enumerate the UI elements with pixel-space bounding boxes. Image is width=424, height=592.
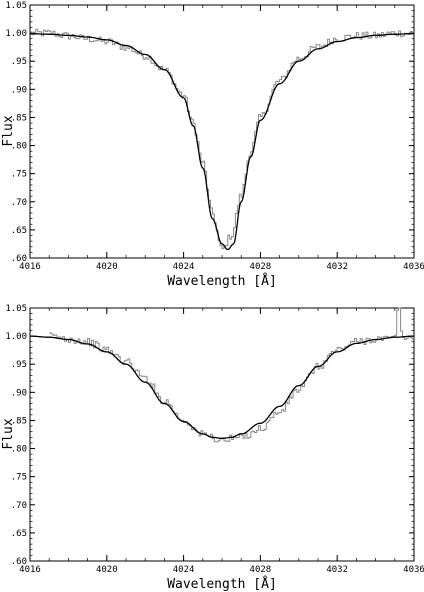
bottom-y-tick-label: .80	[11, 445, 27, 455]
top-x-tick-label: 4036	[403, 262, 424, 272]
top-panel: .60 .65 .70 .75 .80 .85 .90 .95 1.00 1.05 4016 402…	[1, 1, 424, 289]
bottom-y-tick-label: .85	[11, 416, 27, 426]
top-y-tick-label: .60	[11, 254, 27, 264]
top-observed-spectrum	[30, 28, 414, 250]
top-x-tick-label: 4020	[96, 262, 118, 272]
bottom-panel: .60 .65 .70 .75 .80 .85 .90 .95 1.00 1.05 4016 402…	[1, 304, 424, 592]
top-x-tick-label: 4024	[173, 262, 195, 272]
bottom-y-tick-label: .95	[11, 360, 27, 370]
bottom-x-tick-label: 4036	[403, 565, 424, 575]
bottom-y-tick-label: 1.00	[5, 332, 27, 342]
bottom-y-tick-label: .70	[11, 501, 27, 511]
bottom-x-axis-label: Wavelength [Å]	[167, 576, 277, 592]
bottom-x-tick-label: 4032	[326, 565, 348, 575]
bottom-y-tick-label: .60	[11, 557, 27, 567]
bottom-y-tick-label: .75	[11, 473, 27, 483]
bottom-x-tick-label: 4024	[173, 565, 195, 575]
top-x-axis-label: Wavelength [Å]	[167, 273, 277, 289]
bottom-x-tick-label: 4028	[250, 565, 272, 575]
top-x-tick-label: 4016	[19, 262, 41, 272]
top-y-tick-label: .65	[11, 226, 27, 236]
top-y-tick-label: .70	[11, 198, 27, 208]
bottom-y-ticks: .60 .65 .70 .75 .80 .85 .90 .95 1.00 1.05	[5, 304, 414, 567]
top-model-fit	[30, 33, 414, 251]
bottom-y-tick-label: .90	[11, 388, 27, 398]
top-y-axis-label: Flux	[1, 115, 16, 146]
bottom-plot-frame	[29, 307, 415, 562]
top-y-tick-label: .95	[11, 57, 27, 67]
bottom-y-axis-label: Flux	[1, 418, 16, 449]
top-x-tick-label: 4032	[326, 262, 348, 272]
top-y-tick-label: .85	[11, 113, 27, 123]
top-y-tick-label: 1.00	[5, 29, 27, 39]
top-y-tick-label: .80	[11, 142, 27, 152]
bottom-observed-spectrum	[49, 307, 414, 443]
bottom-y-tick-label: .65	[11, 529, 27, 539]
bottom-x-ticks: 4016 4020 4024 4028 4032 4036	[19, 308, 424, 575]
top-y-tick-label: .90	[11, 85, 27, 95]
top-x-tick-label: 4028	[250, 262, 272, 272]
top-x-ticks: 4016 4020 4024 4028 4032 4036	[19, 5, 424, 272]
top-plot-frame	[29, 4, 415, 259]
top-y-tick-label: 1.05	[5, 1, 27, 11]
bottom-x-tick-label: 4020	[96, 565, 118, 575]
top-y-ticks: .60 .65 .70 .75 .80 .85 .90 .95 1.00 1.05	[5, 1, 414, 264]
bottom-x-tick-label: 4016	[19, 565, 41, 575]
bottom-model-fit	[30, 335, 414, 440]
bottom-y-tick-label: 1.05	[5, 304, 27, 314]
top-y-tick-label: .75	[11, 170, 27, 180]
